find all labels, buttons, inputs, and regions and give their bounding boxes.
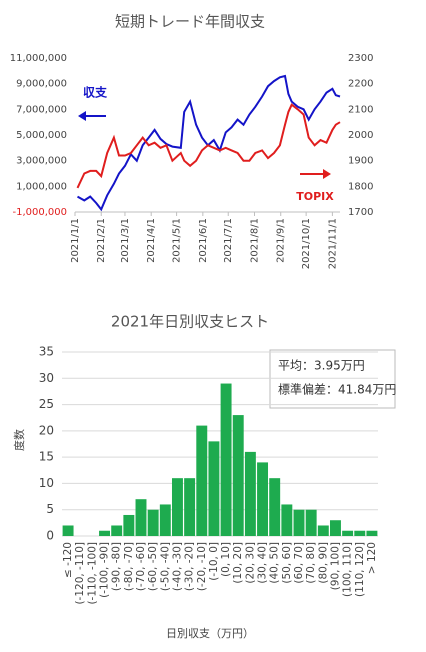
x-tick-label: 2021/4/1 [146,218,157,263]
x-axis-label: 日別収支（万円） [166,627,254,640]
bar [354,530,366,536]
y-tick-label: 7,000,000 [16,104,67,115]
right-arrow [300,169,331,179]
bar [62,525,74,536]
x-tick-label: (80, 90] [317,542,329,584]
y-tick-label: 10 [39,476,54,490]
x-tick-label: (70, 80] [305,542,317,584]
series-annotation: 収支 [83,85,108,100]
bar [123,514,135,536]
bar [111,525,123,536]
x-tick-label: 2021/6/1 [198,218,209,263]
x-tick-label: (40, 50] [269,542,281,584]
bar [244,451,256,536]
y-tick-label: 20 [39,423,54,437]
y-axis-label: 度数 [12,429,26,451]
bar [317,525,329,536]
y-tick-label: 1,000,000 [16,181,67,192]
x-tick-label: (30, 40] [257,542,269,584]
bar [269,478,281,536]
x-tick-label: 2021/5/1 [172,218,183,263]
x-tick-label: (-40, -30] [171,542,183,591]
line-chart-title: 短期トレード年間収支 [115,13,265,31]
x-tick-label: 2021/10/1 [301,218,312,269]
x-tick-label: (60, 70] [293,542,305,584]
x-tick-label: 2021/1/1 [70,218,81,263]
x-tick-label: (-100, -90] [99,542,111,598]
bar [171,478,183,536]
x-tick-label: (-50, -40] [159,542,171,591]
bar [281,504,293,536]
y2-tick-label: 2300 [348,53,373,64]
x-tick-label: 2021/7/1 [223,218,234,263]
x-tick-label: (110, 120] [354,542,366,597]
y2-tick-label: 1800 [348,181,373,192]
stats-box [269,349,396,409]
bar [305,509,317,536]
bar [99,530,111,536]
y2-tick-label: 2100 [348,104,373,115]
bar [196,425,208,536]
x-tick-label: 2021/8/1 [249,218,260,263]
y2-tick-label: 1900 [348,156,373,167]
x-tick-label: 2021/11/1 [327,218,338,269]
x-tick-label: > 120 [366,542,378,574]
bar [184,478,196,536]
left-arrow [78,111,106,121]
bar [232,415,244,536]
y-tick-label: 25 [39,397,54,411]
stats-mean: 平均：3.95万円 [278,359,365,373]
x-tick-label: 2021/9/1 [276,218,287,263]
x-tick-label: (-80, -70] [123,542,135,591]
y2-tick-label: 2000 [348,130,373,141]
y-tick-label: 15 [39,450,54,464]
series-annotation: TOPIX [296,190,334,203]
y-tick-label: 5,000,000 [16,130,67,141]
y-tick-label: 35 [39,345,54,359]
x-tick-label: 2021/2/1 [96,218,107,263]
y-tick-label: 30 [39,371,54,385]
bar [293,509,305,536]
y2-tick-label: 1700 [348,207,373,218]
y-tick-label: 5 [46,502,54,516]
y-tick-label: 9,000,000 [16,79,67,90]
y-tick-label: 11,000,000 [10,53,67,64]
x-tick-label: (20, 30] [244,542,256,584]
series-line [76,103,341,189]
x-tick-label: (90, 100] [329,542,341,590]
bar [159,504,171,536]
y2-tick-label: 2200 [348,79,373,90]
x-tick-label: 2021/3/1 [120,218,131,263]
x-tick-label: (100, 110] [342,542,354,597]
histogram-title: 2021年日別収支ヒスト [111,313,269,331]
x-tick-label: (0, 10] [220,542,232,577]
bar [366,530,378,536]
bar [147,509,159,536]
bar [135,499,147,536]
x-tick-label: (-30, -20] [184,542,196,591]
x-tick-label: (-110, -100] [86,542,98,605]
x-tick-label: (-90, -80] [111,542,123,591]
bar [329,520,341,536]
x-tick-label: (-120, -110] [74,542,86,605]
stats-std: 標準偏差：41.84万円 [278,382,396,397]
x-tick-label: ≤ -120 [62,542,74,578]
y-tick-label: 0 [46,529,54,543]
y-tick-label: -1,000,000 [12,207,67,218]
x-tick-label: (-70, -60] [135,542,147,591]
bar [220,383,232,536]
x-tick-label: (-10, 0] [208,542,220,581]
x-tick-label: (-60, -50] [147,542,159,591]
y-tick-label: 3,000,000 [16,156,67,167]
x-tick-label: (-20, -10] [196,542,208,591]
x-tick-label: (50, 60] [281,542,293,584]
bar [257,462,269,536]
x-tick-label: (10, 20] [232,542,244,584]
bar [342,530,354,536]
bar [208,441,220,536]
series-line [77,74,341,212]
